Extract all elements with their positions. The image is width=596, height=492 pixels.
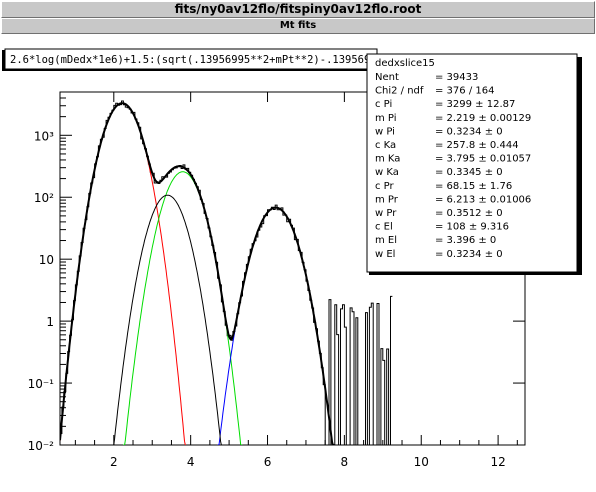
stats-row-label: c El [375, 222, 393, 233]
y-tick-label: 10⁻¹ [28, 377, 55, 391]
stats-row-label: w Pr [375, 208, 397, 219]
stats-row-value: = 0.3345 ± 0 [435, 167, 503, 178]
stats-row-value: = 0.3512 ± 0 [435, 208, 503, 219]
stats-row-value: = 3299 ± 12.87 [435, 99, 515, 110]
stats-box: dedxslice15 Nent = 39433 Chi2 / ndf = 376 /… [366, 53, 582, 275]
stats-row-label: w Pi [375, 126, 395, 137]
stats-row-value: = 376 / 164 [435, 86, 494, 97]
electron-fit-curve [112, 194, 223, 445]
y-tick-label: 10³ [34, 129, 54, 143]
canvas-title: Mt fits [1, 18, 595, 34]
stats-row-label: m El [375, 235, 397, 246]
x-tick-label: 8 [341, 455, 349, 469]
stats-row-label: w Ka [375, 167, 399, 178]
stats-row-value: = 6.213 ± 0.01006 [435, 194, 531, 205]
stats-row-value: = 0.3234 ± 0 [435, 249, 503, 260]
formula-text: 2.6*log(mDedx*1e6)+1.5:(sqrt(.13956995**… [10, 54, 383, 66]
stats-row-label: c Pr [375, 181, 395, 192]
stats-row-label: c Pi [375, 99, 392, 110]
stats-row-value: = 3.396 ± 0 [435, 235, 496, 246]
stats-row-label: c Ka [375, 140, 396, 151]
y-tick-label: 10 [39, 253, 54, 267]
stats-row-value: = 39433 [435, 72, 478, 83]
window-title: fits/ny0av12flo/fitspiny0av12flo.root [1, 1, 595, 18]
stats-row-label: Chi2 / ndf [375, 86, 424, 97]
total-fit-curve [60, 102, 335, 445]
stats-title: dedxslice15 [375, 58, 435, 69]
plot-data [60, 100, 393, 445]
stats-row-value: = 68.15 ± 1.76 [435, 181, 512, 192]
stats-row-value: = 0.3234 ± 0 [435, 126, 503, 137]
stats-row-label: m Pr [375, 194, 399, 205]
plot-canvas[interactable]: 2 4 6 8 10 12 10⁻² 10⁻¹ 1 10 10² 10³ 2.6*log(mDedx*… [0, 35, 596, 492]
x-tick-label: 2 [110, 455, 118, 469]
formula-box: 2.6*log(mDedx*1e6)+1.5:(sqrt(.13956995**… [2, 48, 383, 71]
stats-row-value: = 2.219 ± 0.00129 [435, 113, 531, 124]
x-tick-label: 12 [490, 455, 505, 469]
stats-row-value: = 3.795 ± 0.01057 [435, 154, 531, 165]
y-tick-label: 10² [34, 191, 54, 205]
y-tick-label: 10⁻² [28, 439, 55, 453]
stats-row-label: Nent [375, 72, 399, 83]
stats-row-value: = 108 ± 9.316 [435, 222, 509, 233]
stats-row-label: w El [375, 249, 395, 260]
x-tick-label: 6 [264, 455, 272, 469]
stats-row-label: m Pi [375, 113, 397, 124]
x-tick-label: 10 [414, 455, 429, 469]
x-tick-label: 4 [187, 455, 195, 469]
stats-row-value: = 257.8 ± 0.444 [435, 140, 519, 151]
stats-row-label: m Ka [375, 154, 400, 165]
y-tick-label: 1 [46, 315, 54, 329]
